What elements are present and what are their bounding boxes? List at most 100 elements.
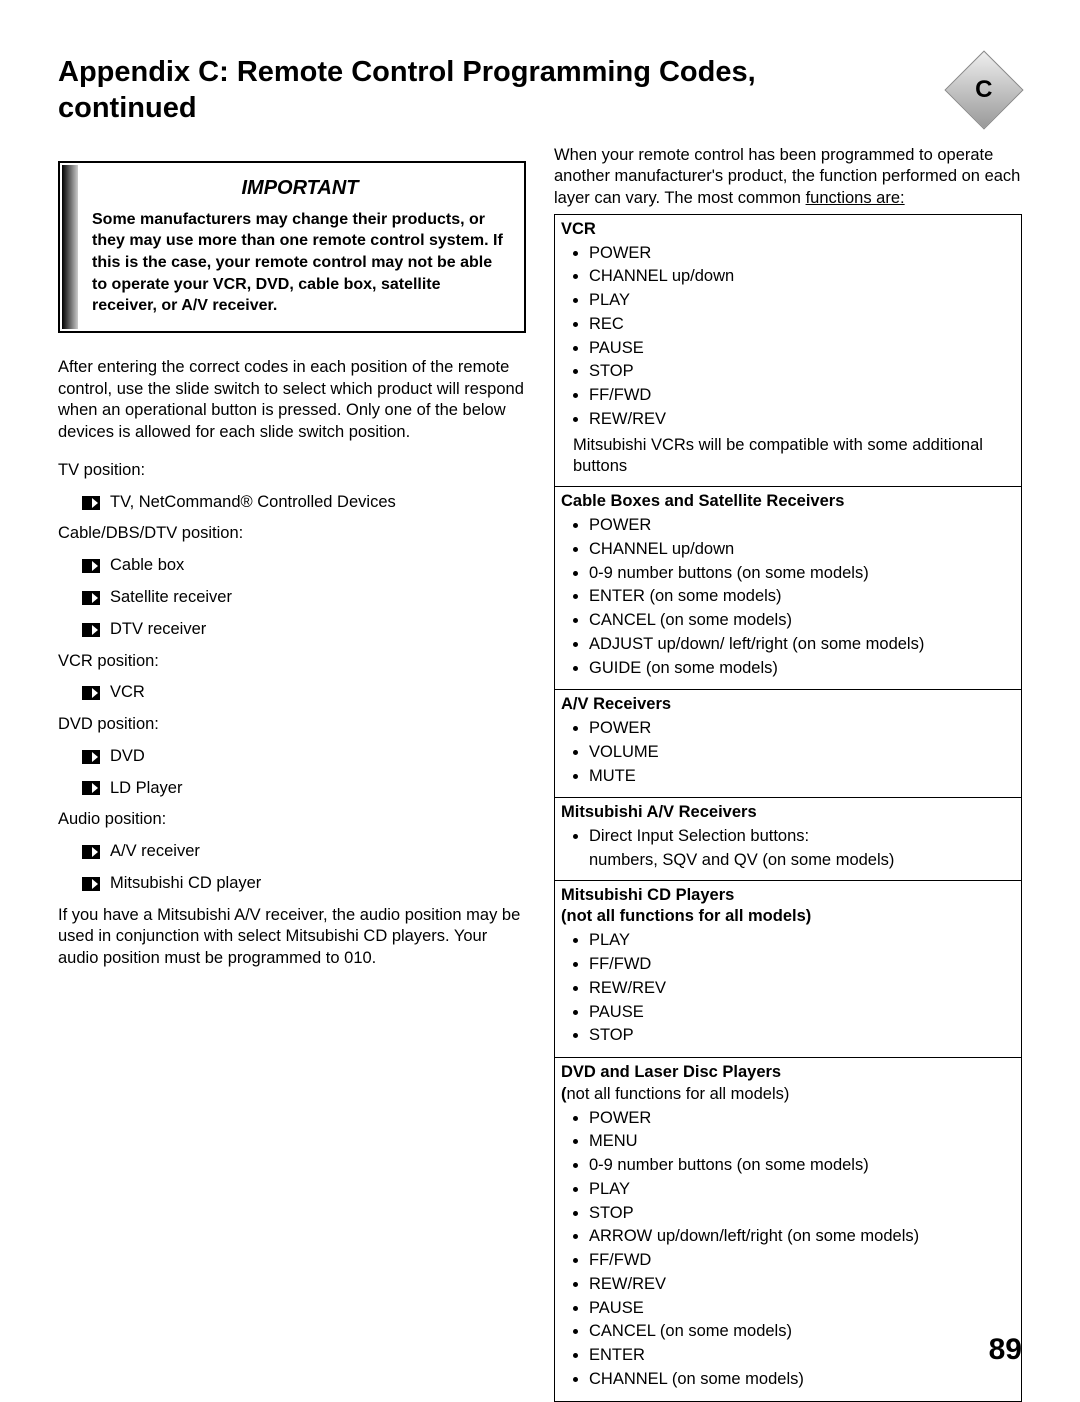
function-list: POWERMENU0-9 number buttons (on some mod… [589,1108,1015,1391]
function-item: ENTER (on some models) [589,586,1015,608]
function-item: REW/REV [589,409,1015,431]
function-item: ADJUST up/down/ left/right (on some mode… [589,634,1015,656]
function-item: REW/REV [589,978,1015,1000]
function-item: PAUSE [589,1298,1015,1320]
position-item: LD Player [82,778,526,800]
arrow-icon [82,496,100,510]
position-item-label: VCR [110,682,145,704]
content-columns: IMPORTANT Some manufacturers may change … [58,145,1022,1402]
position-label: DVD position: [58,714,526,736]
arrow-icon [82,591,100,605]
function-item: FF/FWD [589,954,1015,976]
page-number: 89 [989,1333,1022,1367]
position-item-label: TV, NetCommand® Controlled Devices [110,492,396,514]
function-section: Mitsubishi CD Players(not all functions … [555,881,1021,1058]
function-section: A/V ReceiversPOWERVOLUMEMUTE [555,690,1021,798]
page-header: Appendix C: Remote Control Programming C… [58,54,1022,127]
position-items: DVD LD Player [82,746,526,800]
function-item: PLAY [589,290,1015,312]
function-item: 0-9 number buttons (on some models) [589,1155,1015,1177]
function-item: CHANNEL (on some models) [589,1369,1015,1391]
function-list: Direct Input Selection buttons: [589,826,1015,848]
function-section-subheading: (not all functions for all models) [561,1084,1015,1106]
function-item: STOP [589,1025,1015,1047]
function-note: Mitsubishi VCRs will be compatible with … [573,435,1015,479]
position-item: Satellite receiver [82,587,526,609]
right-intro-underline: functions are: [806,189,905,207]
function-item: STOP [589,1203,1015,1225]
arrow-icon [82,781,100,795]
position-items: A/V receiver Mitsubishi CD player [82,841,526,895]
function-section-heading: VCR [561,219,1015,241]
function-section-heading: Cable Boxes and Satellite Receivers [561,491,1015,513]
position-label: TV position: [58,460,526,482]
function-item: CANCEL (on some models) [589,610,1015,632]
function-item: POWER [589,515,1015,537]
function-item: POWER [589,718,1015,740]
position-items: VCR [82,682,526,704]
function-section-heading: Mitsubishi CD Players [561,885,1015,907]
function-item: GUIDE (on some models) [589,658,1015,680]
position-items: Cable box Satellite receiver DTV receiver [82,555,526,640]
position-label: Audio position: [58,809,526,831]
position-item: DTV receiver [82,619,526,641]
arrow-icon [82,559,100,573]
function-section: Mitsubishi A/V ReceiversDirect Input Sel… [555,798,1021,880]
position-item-label: Cable box [110,555,184,577]
right-column: When your remote control has been progra… [554,145,1022,1402]
function-section: Cable Boxes and Satellite ReceiversPOWER… [555,487,1021,690]
function-item: FF/FWD [589,385,1015,407]
position-item-label: A/V receiver [110,841,200,863]
arrow-icon [82,686,100,700]
function-item: PAUSE [589,1002,1015,1024]
function-section-heading: A/V Receivers [561,694,1015,716]
position-item-label: Mitsubishi CD player [110,873,261,895]
position-item: A/V receiver [82,841,526,863]
function-item: VOLUME [589,742,1015,764]
position-items: TV, NetCommand® Controlled Devices [82,492,526,514]
function-section-subheading: (not all functions for all models) [561,906,1015,928]
position-item: Mitsubishi CD player [82,873,526,895]
function-list: POWERCHANNEL up/down0-9 number buttons (… [589,515,1015,679]
appendix-badge: C [944,50,1023,129]
arrow-icon [82,750,100,764]
position-label: Cable/DBS/DTV position: [58,523,526,545]
function-item: CANCEL (on some models) [589,1321,1015,1343]
function-item: CHANNEL up/down [589,266,1015,288]
function-list: POWERCHANNEL up/downPLAYRECPAUSESTOPFF/F… [589,243,1015,431]
position-item: Cable box [82,555,526,577]
function-item: PLAY [589,1179,1015,1201]
function-item: Direct Input Selection buttons: [589,826,1015,848]
important-body: Some manufacturers may change their prod… [92,209,508,317]
functions-table: VCRPOWERCHANNEL up/downPLAYRECPAUSESTOPF… [554,214,1022,1402]
left-column: IMPORTANT Some manufacturers may change … [58,145,526,1402]
function-item: CHANNEL up/down [589,539,1015,561]
function-item: MUTE [589,766,1015,788]
function-section-heading: Mitsubishi A/V Receivers [561,802,1015,824]
right-intro: When your remote control has been progra… [554,145,1022,210]
function-item: FF/FWD [589,1250,1015,1272]
position-item-label: DTV receiver [110,619,206,641]
function-section: DVD and Laser Disc Players(not all funct… [555,1058,1021,1402]
function-item: REW/REV [589,1274,1015,1296]
positions-list: TV position: TV, NetCommand® Controlled D… [58,460,526,895]
closing-paragraph: If you have a Mitsubishi A/V receiver, t… [58,905,526,970]
intro-paragraph: After entering the correct codes in each… [58,357,526,444]
function-item-continuation: numbers, SQV and QV (on some models) [589,850,1015,872]
function-item: MENU [589,1131,1015,1153]
arrow-icon [82,877,100,891]
function-section: VCRPOWERCHANNEL up/downPLAYRECPAUSESTOPF… [555,215,1021,487]
arrow-icon [82,845,100,859]
function-item: PLAY [589,930,1015,952]
function-section-heading: DVD and Laser Disc Players [561,1062,1015,1084]
position-item-label: DVD [110,746,145,768]
right-intro-text: When your remote control has been progra… [554,146,1020,208]
function-item: STOP [589,361,1015,383]
function-item: ENTER [589,1345,1015,1367]
function-list: POWERVOLUMEMUTE [589,718,1015,787]
position-item: TV, NetCommand® Controlled Devices [82,492,526,514]
arrow-icon [82,623,100,637]
important-callout: IMPORTANT Some manufacturers may change … [58,161,526,333]
position-item-label: Satellite receiver [110,587,232,609]
appendix-badge-letter: C [975,76,992,104]
